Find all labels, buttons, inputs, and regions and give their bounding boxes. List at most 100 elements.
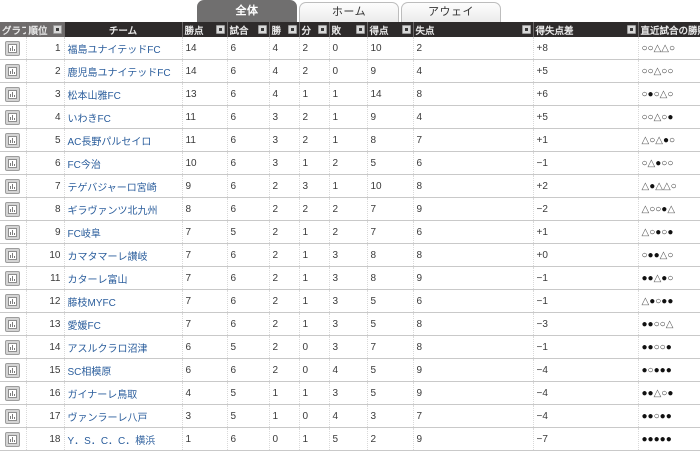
goal-diff-cell: +1 [533,220,639,244]
points-cell: 7 [182,243,228,267]
games-cell: 5 [227,335,270,359]
sort-icon-loss[interactable] [355,25,365,34]
graph-cell [0,197,27,221]
team-cell: SC相模原 [64,358,183,382]
column-label-goals-against: 失点 [415,25,435,37]
goals-against-cell: 8 [413,174,534,198]
recent-results-cell: △●○●● [638,289,700,313]
team-link[interactable]: 福島ユナイテッドFC [67,44,161,56]
team-link[interactable]: Y．S．C．C．横浜 [67,435,156,447]
bar-chart-icon[interactable] [5,385,21,401]
team-link[interactable]: FC今治 [67,159,101,171]
result-win-icon: ○ [647,42,654,54]
result-win-icon: ○ [649,203,655,215]
draw-cell: 1 [299,220,330,244]
bar-chart-icon[interactable] [5,247,21,263]
games-cell: 6 [227,37,270,60]
games-cell: 6 [227,151,270,175]
tab-home[interactable]: ホーム [299,2,399,22]
sort-icon-draw[interactable] [317,25,327,34]
result-draw-icon: △ [661,42,669,54]
sort-icon-rank[interactable] [52,25,62,34]
bar-chart-icon[interactable] [5,109,21,125]
bar-chart-icon[interactable] [5,63,21,79]
team-link[interactable]: いわきFC [67,113,111,125]
win-cell: 2 [269,358,300,382]
team-link[interactable]: 松本山雅FC [67,90,121,102]
tab-away[interactable]: アウェイ [401,2,501,22]
bar-chart-icon[interactable] [5,86,21,102]
points-cell: 14 [182,59,228,83]
table-row: 16 ガイナーレ鳥取 4 5 1 1 3 5 9 −4 ●●△○● [0,381,700,405]
win-cell: 1 [269,381,300,405]
team-link[interactable]: ヴァンラーレ八戸 [67,412,148,424]
team-link[interactable]: 藤枝MYFC [67,297,116,309]
goal-diff-cell: +5 [533,59,639,83]
bar-chart-icon[interactable] [5,40,21,56]
team-link[interactable]: アスルクラロ沼津 [67,343,148,355]
team-link[interactable]: ギラヴァンツ北九州 [67,205,158,217]
bar-chart-icon[interactable] [5,155,21,171]
bar-chart-icon[interactable] [5,178,21,194]
sort-icon-win[interactable] [287,25,297,34]
team-cell: Y．S．C．C．横浜 [64,427,183,451]
team-link[interactable]: テゲバジャーロ宮崎 [67,182,157,194]
draw-cell: 2 [299,105,330,129]
result-loss-icon: ● [667,387,673,399]
team-link[interactable]: カマタマーレ讃岐 [67,251,148,263]
tab-overall[interactable]: 全体 [197,0,297,22]
sort-icon-goals-for[interactable] [401,25,411,34]
loss-cell: 3 [329,312,368,336]
team-link[interactable]: 愛媛FC [67,320,101,332]
team-link[interactable]: カターレ富山 [67,274,128,286]
bar-chart-icon[interactable] [5,316,21,332]
result-win-icon: ○ [647,364,654,376]
recent-results-cell: ○○△○● [638,105,700,129]
team-link[interactable]: ガイナーレ鳥取 [67,389,138,401]
bar-chart-icon[interactable] [5,224,21,240]
games-cell: 6 [227,312,270,336]
bar-chart-icon[interactable] [5,339,21,355]
graph-cell [0,174,27,198]
team-link[interactable]: SC相模原 [67,366,112,378]
goals-against-cell: 8 [413,243,534,267]
view-tabs: 全体 ホーム アウェイ [0,0,700,22]
bar-chart-icon[interactable] [5,408,21,424]
goal-diff-cell: +5 [533,105,639,129]
result-loss-icon: ● [649,180,655,192]
points-cell: 1 [182,427,228,451]
bar-chart-icon[interactable] [5,270,21,286]
sort-icon-games[interactable] [257,25,267,34]
bar-chart-icon[interactable] [5,431,21,447]
sort-icon-goal-diff[interactable] [626,25,636,34]
goals-for-cell: 5 [367,312,414,336]
bar-chart-icon[interactable] [5,293,21,309]
sort-icon-goals-against[interactable] [521,25,531,34]
bar-chart-icon[interactable] [5,132,21,148]
team-link[interactable]: AC長野パルセイロ [67,136,152,148]
result-loss-icon: ● [647,249,654,261]
result-loss-icon: ● [653,364,660,376]
goals-against-cell: 8 [413,312,534,336]
table-row: 9 FC岐阜 7 5 2 1 2 7 6 +1 △○●○● [0,220,700,244]
team-cell: ヴァンラーレ八戸 [64,404,183,428]
recent-results-cell: ●●△○● [638,381,700,405]
table-row: 4 いわきFC 11 6 3 2 1 9 4 +5 ○○△○● [0,105,700,129]
bar-chart-icon[interactable] [5,201,21,217]
column-label-goals-for: 得点 [369,25,389,37]
graph-cell [0,128,27,152]
team-link[interactable]: 鹿児島ユナイテッドFC [67,67,171,79]
team-cell: 藤枝MYFC [64,289,183,313]
rank-cell: 3 [26,82,65,106]
points-cell: 4 [182,381,228,405]
team-link[interactable]: FC岐阜 [67,228,101,240]
win-cell: 4 [269,82,300,106]
result-draw-icon: △ [659,88,668,100]
sort-icon-points[interactable] [215,25,225,34]
result-loss-icon: ● [655,157,661,169]
points-cell: 9 [182,174,228,198]
table-row: 14 アスルクラロ沼津 6 5 2 0 3 7 8 −1 ●●○○● [0,335,700,359]
recent-results-cell: ●●○●● [638,404,700,428]
points-cell: 3 [182,404,228,428]
bar-chart-icon[interactable] [5,362,21,378]
